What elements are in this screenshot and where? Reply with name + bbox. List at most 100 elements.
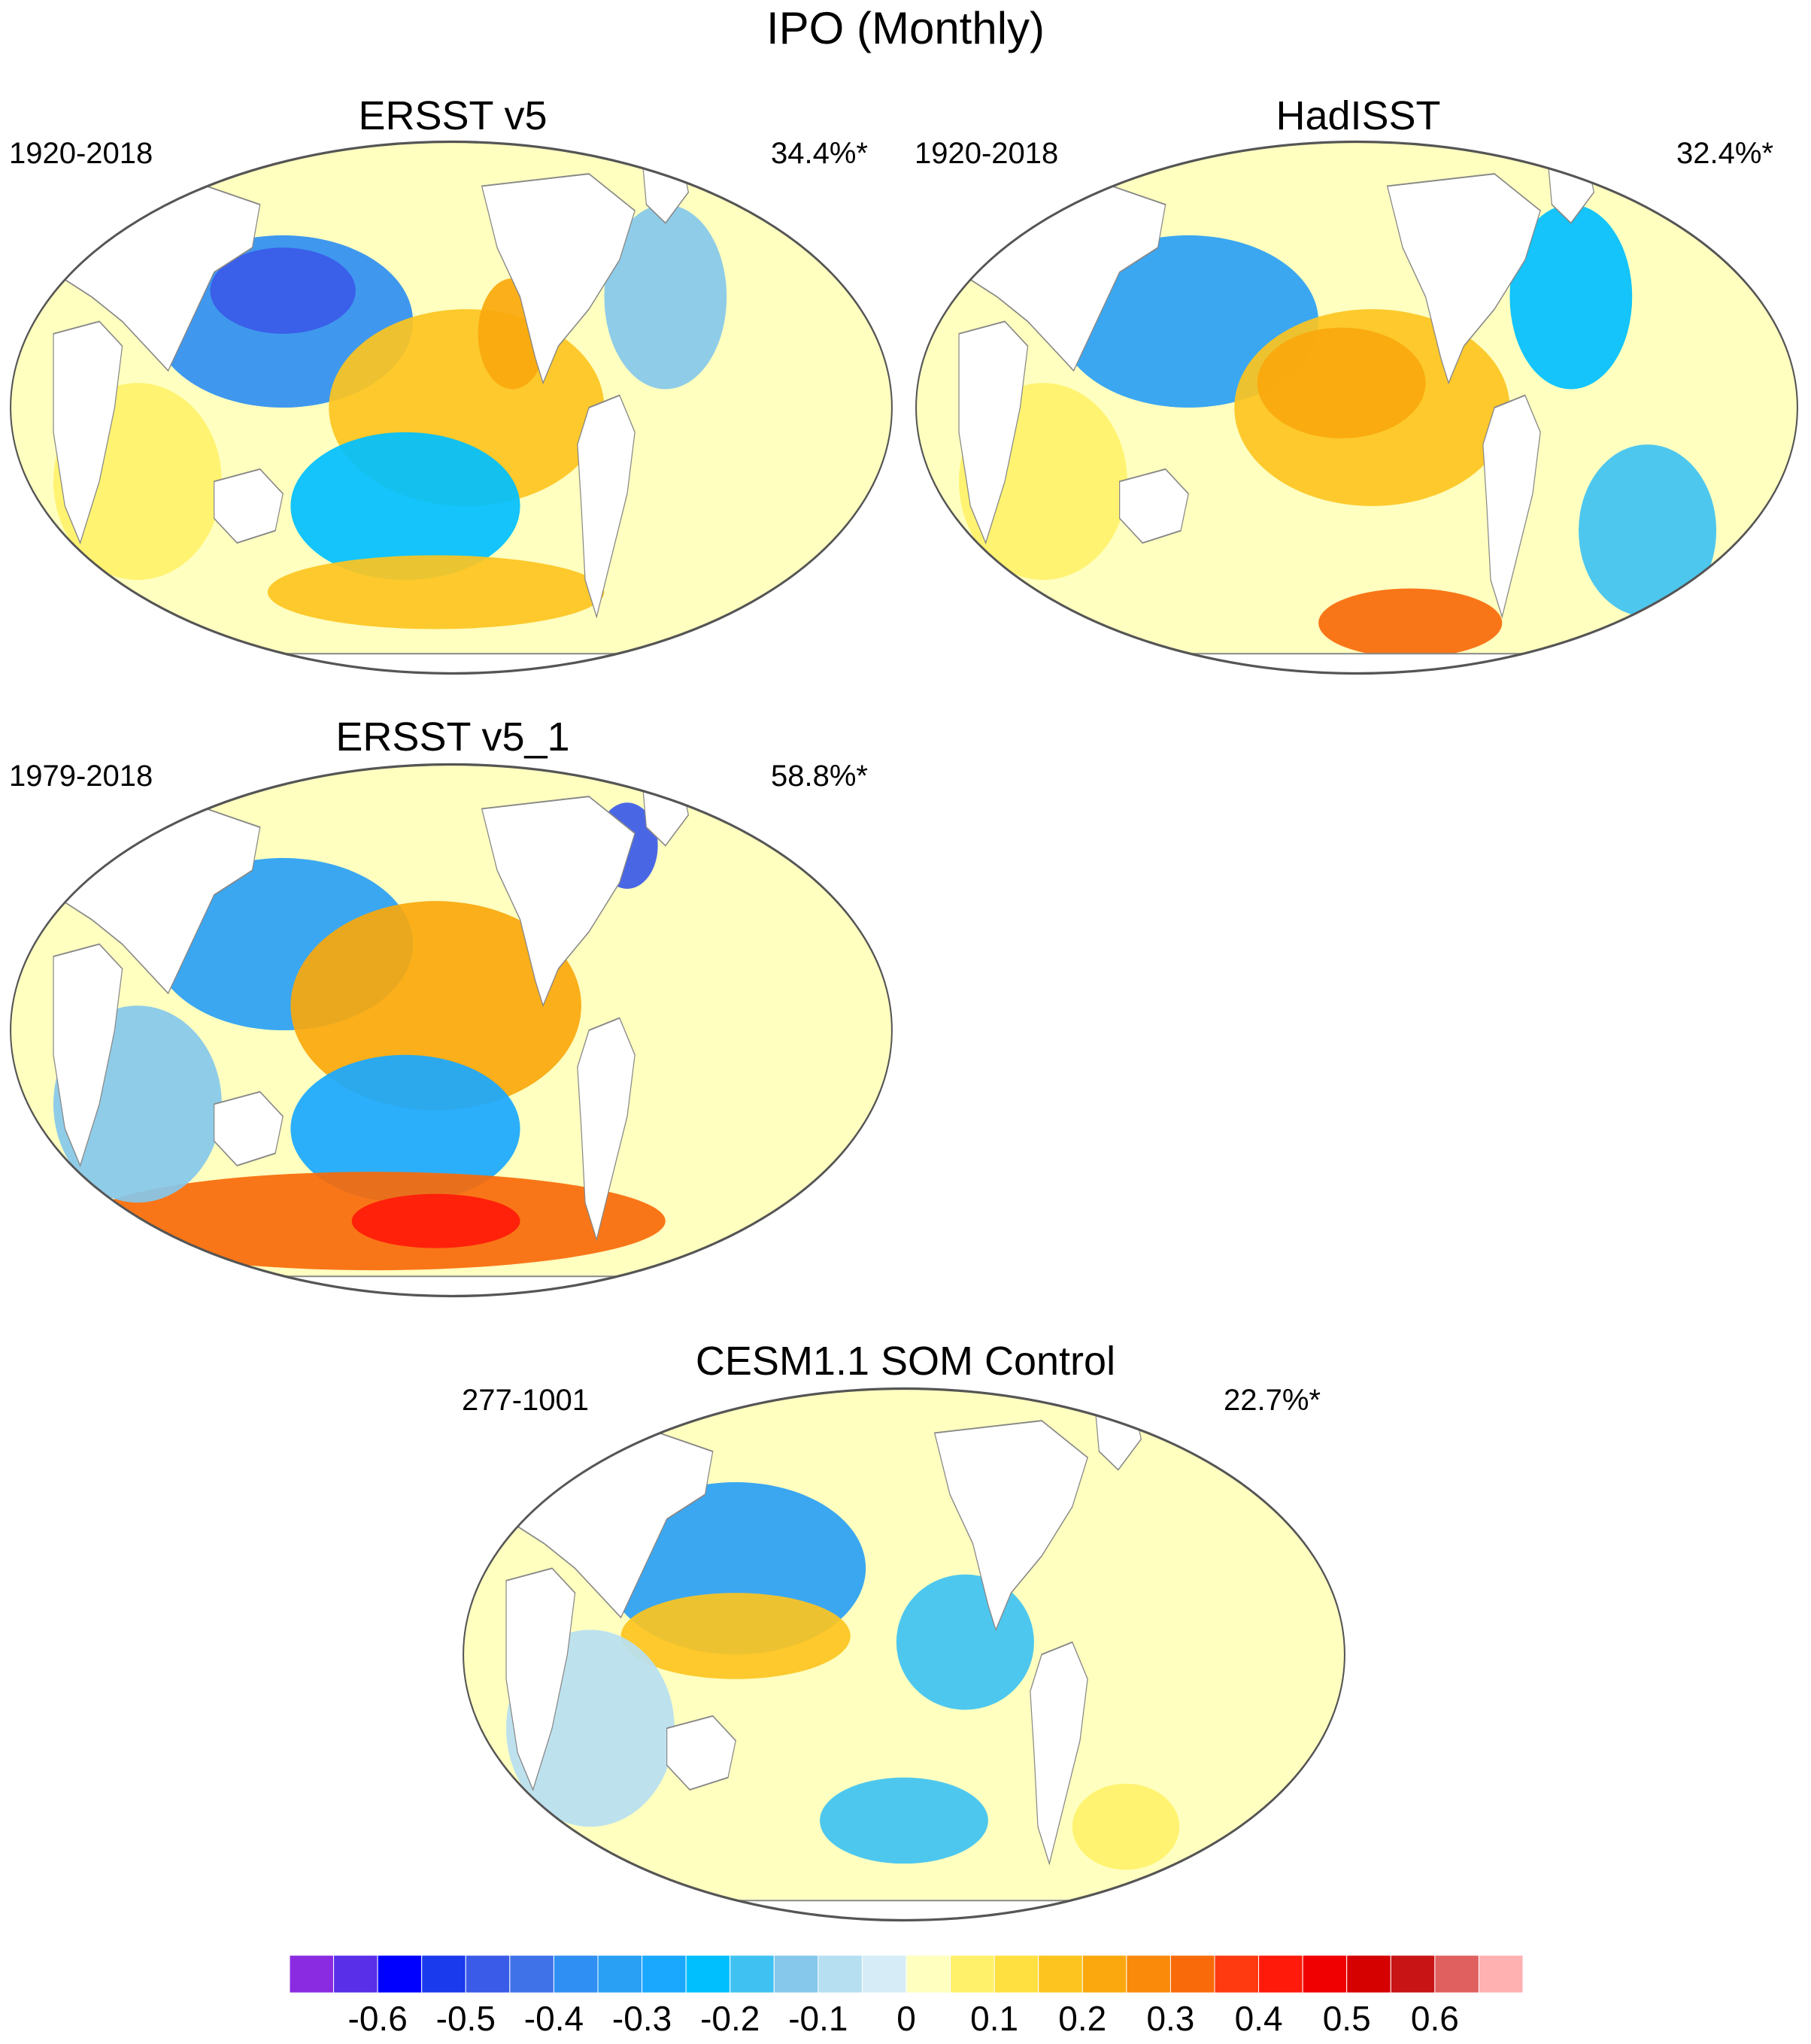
colorbar-bin bbox=[1390, 1955, 1436, 1993]
anomaly-central-pacific-core bbox=[1257, 327, 1426, 438]
land-mass bbox=[481, 173, 636, 385]
anomaly-southern-ocean-pacific bbox=[1318, 588, 1503, 658]
colorbar-bin bbox=[509, 1955, 554, 1993]
colorbar-bin bbox=[950, 1955, 995, 1993]
map-ersst-v5-1 bbox=[10, 763, 893, 1298]
land-mass bbox=[666, 1715, 736, 1791]
anomaly-southwest-pacific bbox=[290, 1054, 520, 1203]
colorbar-bin bbox=[553, 1955, 599, 1993]
map-frame bbox=[10, 763, 893, 1298]
panel-title: ERSST v5 bbox=[358, 93, 548, 138]
colorbar-bin bbox=[685, 1955, 731, 1993]
anomaly-north-atlantic bbox=[604, 205, 727, 390]
colorbar-bin bbox=[333, 1955, 378, 1993]
map-frame bbox=[10, 140, 893, 675]
anomaly-east-pacific-cool bbox=[896, 1574, 1034, 1710]
colorbar bbox=[290, 1955, 1523, 1993]
anomaly-south-atlantic-warm bbox=[1072, 1783, 1180, 1870]
map-frame bbox=[463, 1387, 1345, 1922]
map-ersst-v5 bbox=[10, 140, 893, 675]
panel-title: CESM1.1 SOM Control bbox=[695, 1339, 1116, 1384]
land-mass bbox=[1030, 1641, 1088, 1866]
land-mass bbox=[1081, 653, 1602, 674]
panel-hadisst: HadISST 1920-2018 32.4%* bbox=[906, 84, 1811, 690]
colorbar-bin bbox=[773, 1955, 819, 1993]
colorbar-tick-label: 0 bbox=[896, 1999, 916, 2038]
panel-cesm11-som-control: CESM1.1 SOM Control 277-1001 22.7%* bbox=[453, 1331, 1358, 1936]
panel-variance: 22.7%* bbox=[1224, 1384, 1321, 1417]
colorbar-tick-label: -0.6 bbox=[347, 1999, 408, 2038]
colorbar-tick-label: -0.1 bbox=[788, 1999, 848, 2038]
land-mass bbox=[481, 796, 636, 1008]
colorbar-tick-label: 0.2 bbox=[1058, 1999, 1107, 2038]
land-mass bbox=[628, 1900, 1149, 1921]
panel-variance: 32.4%* bbox=[1676, 137, 1773, 170]
land-mass bbox=[577, 1017, 636, 1242]
anomaly-tropical-pacific-wedge bbox=[290, 901, 581, 1111]
anomaly-southern-ocean-core bbox=[351, 1193, 520, 1248]
colorbar-bin bbox=[1169, 1955, 1215, 1993]
panel-title: ERSST v5_1 bbox=[335, 714, 570, 760]
colorbar-bin bbox=[730, 1955, 775, 1993]
colorbar-bin bbox=[906, 1955, 951, 1993]
colorbar-bin bbox=[1258, 1955, 1303, 1993]
colorbar-bin bbox=[1346, 1955, 1391, 1993]
colorbar-tick-label: -0.5 bbox=[435, 1999, 496, 2038]
land-mass bbox=[505, 1567, 576, 1791]
map-frame bbox=[915, 140, 1798, 675]
colorbar-tick-label: 0.4 bbox=[1234, 1999, 1283, 2038]
panel-ersst-v5: ERSST v5 1920-2018 34.4%* bbox=[0, 84, 906, 690]
colorbar-bin bbox=[818, 1955, 863, 1993]
anomaly-northwest-pacific-tongue bbox=[620, 1593, 851, 1679]
land-mass bbox=[214, 1090, 284, 1167]
colorbar-bin bbox=[597, 1955, 643, 1993]
colorbar-bin bbox=[1214, 1955, 1260, 1993]
anomaly-north-pacific-core bbox=[210, 247, 356, 334]
colorbar-bin bbox=[465, 1955, 511, 1993]
colorbar-bin bbox=[642, 1955, 687, 1993]
colorbar-bin bbox=[1038, 1955, 1083, 1993]
land-mass bbox=[577, 394, 636, 619]
land-mass bbox=[958, 320, 1029, 544]
panel-variance: 58.8%* bbox=[771, 760, 868, 793]
land-mass bbox=[53, 320, 123, 544]
figure-title: IPO (Monthly) bbox=[766, 3, 1045, 53]
colorbar-labels: -0.6 -0.5 -0.4 -0.3 -0.2 -0.1 0 0.1 0.2 0.3 0.4 0.5… bbox=[290, 1997, 1523, 2042]
land-mass bbox=[175, 653, 696, 674]
land-mass bbox=[933, 1420, 1088, 1632]
panel-ersst-v5-1: ERSST v5_1 1979-2018 58.8%* bbox=[0, 707, 906, 1312]
land-mass bbox=[53, 943, 123, 1167]
colorbar-bin bbox=[421, 1955, 466, 1993]
anomaly-south-atlantic bbox=[1579, 444, 1717, 617]
colorbar-bin bbox=[1302, 1955, 1348, 1993]
colorbar-bin bbox=[861, 1955, 907, 1993]
map-cesm11-som-control bbox=[463, 1387, 1345, 1922]
land-mass bbox=[1119, 468, 1189, 544]
colorbar-tick-label: -0.4 bbox=[523, 1999, 584, 2038]
panel-variance: 34.4%* bbox=[771, 137, 868, 170]
colorbar-bin bbox=[1081, 1955, 1127, 1993]
anomaly-north-atlantic bbox=[1509, 205, 1633, 390]
colorbar-bin bbox=[1126, 1955, 1171, 1993]
colorbar-bin bbox=[1478, 1955, 1523, 1993]
panel-title: HadISST bbox=[1276, 93, 1441, 138]
panel-period: 277-1001 bbox=[462, 1384, 590, 1417]
colorbar-bin bbox=[290, 1955, 335, 1993]
colorbar-bin bbox=[377, 1955, 423, 1993]
colorbar-tick-label: 0.6 bbox=[1410, 1999, 1459, 2038]
panel-period: 1920-2018 bbox=[915, 137, 1059, 170]
land-mass bbox=[1386, 173, 1541, 385]
colorbar-tick-label: 0.3 bbox=[1146, 1999, 1195, 2038]
anomaly-south-pacific-band bbox=[267, 555, 605, 629]
colorbar-bin bbox=[993, 1955, 1039, 1993]
colorbar-bin bbox=[1434, 1955, 1479, 1993]
panel-period: 1920-2018 bbox=[9, 137, 153, 170]
map-hadisst bbox=[915, 140, 1798, 675]
land-mass bbox=[214, 468, 284, 544]
land-mass bbox=[175, 1275, 696, 1296]
anomaly-south-pacific-cool bbox=[820, 1777, 988, 1864]
land-mass bbox=[1482, 394, 1541, 619]
colorbar-tick-label: -0.2 bbox=[700, 1999, 760, 2038]
colorbar-tick-label: 0.1 bbox=[970, 1999, 1019, 2038]
colorbar-tick-label: -0.3 bbox=[611, 1999, 672, 2038]
